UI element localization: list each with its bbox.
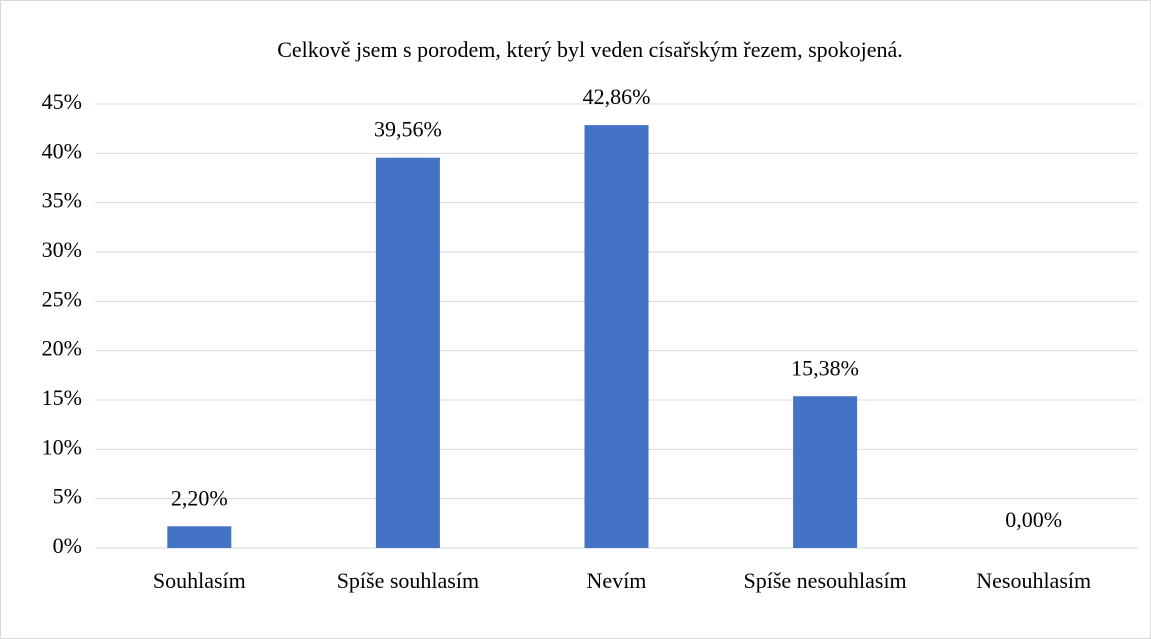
y-tick-label: 10%: [42, 434, 82, 459]
y-tick-label: 25%: [42, 286, 82, 311]
y-tick-label: 40%: [42, 138, 82, 163]
data-label: 2,20%: [171, 485, 228, 510]
bar: [793, 396, 858, 548]
y-tick-label: 35%: [42, 188, 82, 213]
x-tick-label: Nesouhlasím: [976, 568, 1092, 593]
bar: [584, 125, 649, 548]
x-tick-label: Souhlasím: [152, 568, 246, 593]
y-tick-label: 0%: [53, 533, 82, 558]
x-tick-label: Nevím: [586, 568, 647, 593]
y-tick-label: 5%: [53, 484, 82, 509]
data-label: 42,86%: [583, 84, 651, 109]
data-label: 0,00%: [1005, 507, 1062, 532]
chart-title: Celkově jsem s porodem, který byl veden …: [277, 37, 903, 62]
y-tick-label: 15%: [42, 385, 82, 410]
bar: [167, 526, 232, 548]
y-tick-label: 30%: [42, 237, 82, 262]
data-label: 15,38%: [791, 355, 859, 380]
y-tick-label: 45%: [42, 89, 82, 114]
x-tick-label: Spíše nesouhlasím: [743, 568, 907, 593]
bar: [375, 157, 440, 548]
y-tick-label: 20%: [42, 336, 82, 361]
data-label: 39,56%: [374, 117, 442, 142]
x-tick-label: Spíše souhlasím: [336, 568, 480, 593]
